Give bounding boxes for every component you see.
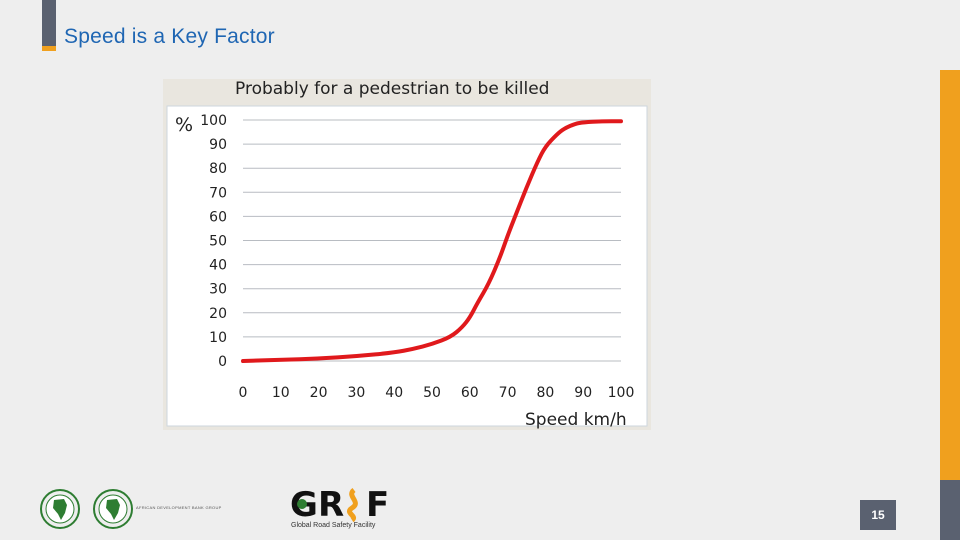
right-edge-gray-bar bbox=[940, 480, 960, 540]
right-edge-orange-bar bbox=[940, 70, 960, 480]
y-tick-label: 0 bbox=[218, 354, 227, 370]
y-tick-label: 50 bbox=[209, 234, 227, 250]
svg-text:F: F bbox=[366, 485, 389, 525]
series-line bbox=[241, 119, 623, 363]
grsf-logo: G R F bbox=[290, 485, 389, 525]
y-tick-label: 30 bbox=[209, 282, 227, 298]
title-accent-underline bbox=[42, 46, 56, 51]
y-tick-label: 90 bbox=[209, 137, 227, 153]
svg-text:R: R bbox=[318, 485, 344, 525]
x-tick-label: 50 bbox=[423, 385, 441, 401]
chart-svg: Probably for a pedestrian to be killed %… bbox=[163, 79, 651, 430]
x-tick-label: 40 bbox=[385, 385, 403, 401]
x-tick-label: 60 bbox=[461, 385, 479, 401]
x-tick-label: 90 bbox=[574, 385, 592, 401]
y-tick-label: 60 bbox=[209, 209, 227, 225]
y-tick-label: 10 bbox=[209, 330, 227, 346]
x-tick-label: 80 bbox=[536, 385, 554, 401]
x-tick-label: 100 bbox=[608, 385, 635, 401]
x-tick-label: 70 bbox=[499, 385, 517, 401]
y-tick-label: 20 bbox=[209, 306, 227, 322]
page-number: 15 bbox=[860, 500, 896, 530]
y-tick-label: 80 bbox=[209, 161, 227, 177]
x-tick-label: 0 bbox=[239, 385, 248, 401]
afdb-logo bbox=[40, 489, 133, 529]
grsf-logo-caption: Global Road Safety Facility bbox=[291, 522, 376, 529]
y-tick-label: 70 bbox=[209, 185, 227, 201]
y-tick-label: 40 bbox=[209, 258, 227, 274]
x-axis-label: Speed km/h bbox=[525, 410, 627, 430]
x-tick-label: 20 bbox=[310, 385, 328, 401]
x-tick-label: 10 bbox=[272, 385, 290, 401]
y-tick-label: 100 bbox=[200, 113, 227, 129]
afdb-logo-text: AFRICAN DEVELOPMENT BANK GROUP bbox=[136, 505, 222, 510]
y-axis-label: % bbox=[175, 114, 193, 136]
chart-title: Probably for a pedestrian to be killed bbox=[235, 79, 549, 99]
chart-figure: Probably for a pedestrian to be killed %… bbox=[163, 79, 651, 430]
slide-title: Speed is a Key Factor bbox=[64, 25, 275, 48]
title-accent-bar bbox=[42, 0, 56, 46]
x-tick-label: 30 bbox=[347, 385, 365, 401]
